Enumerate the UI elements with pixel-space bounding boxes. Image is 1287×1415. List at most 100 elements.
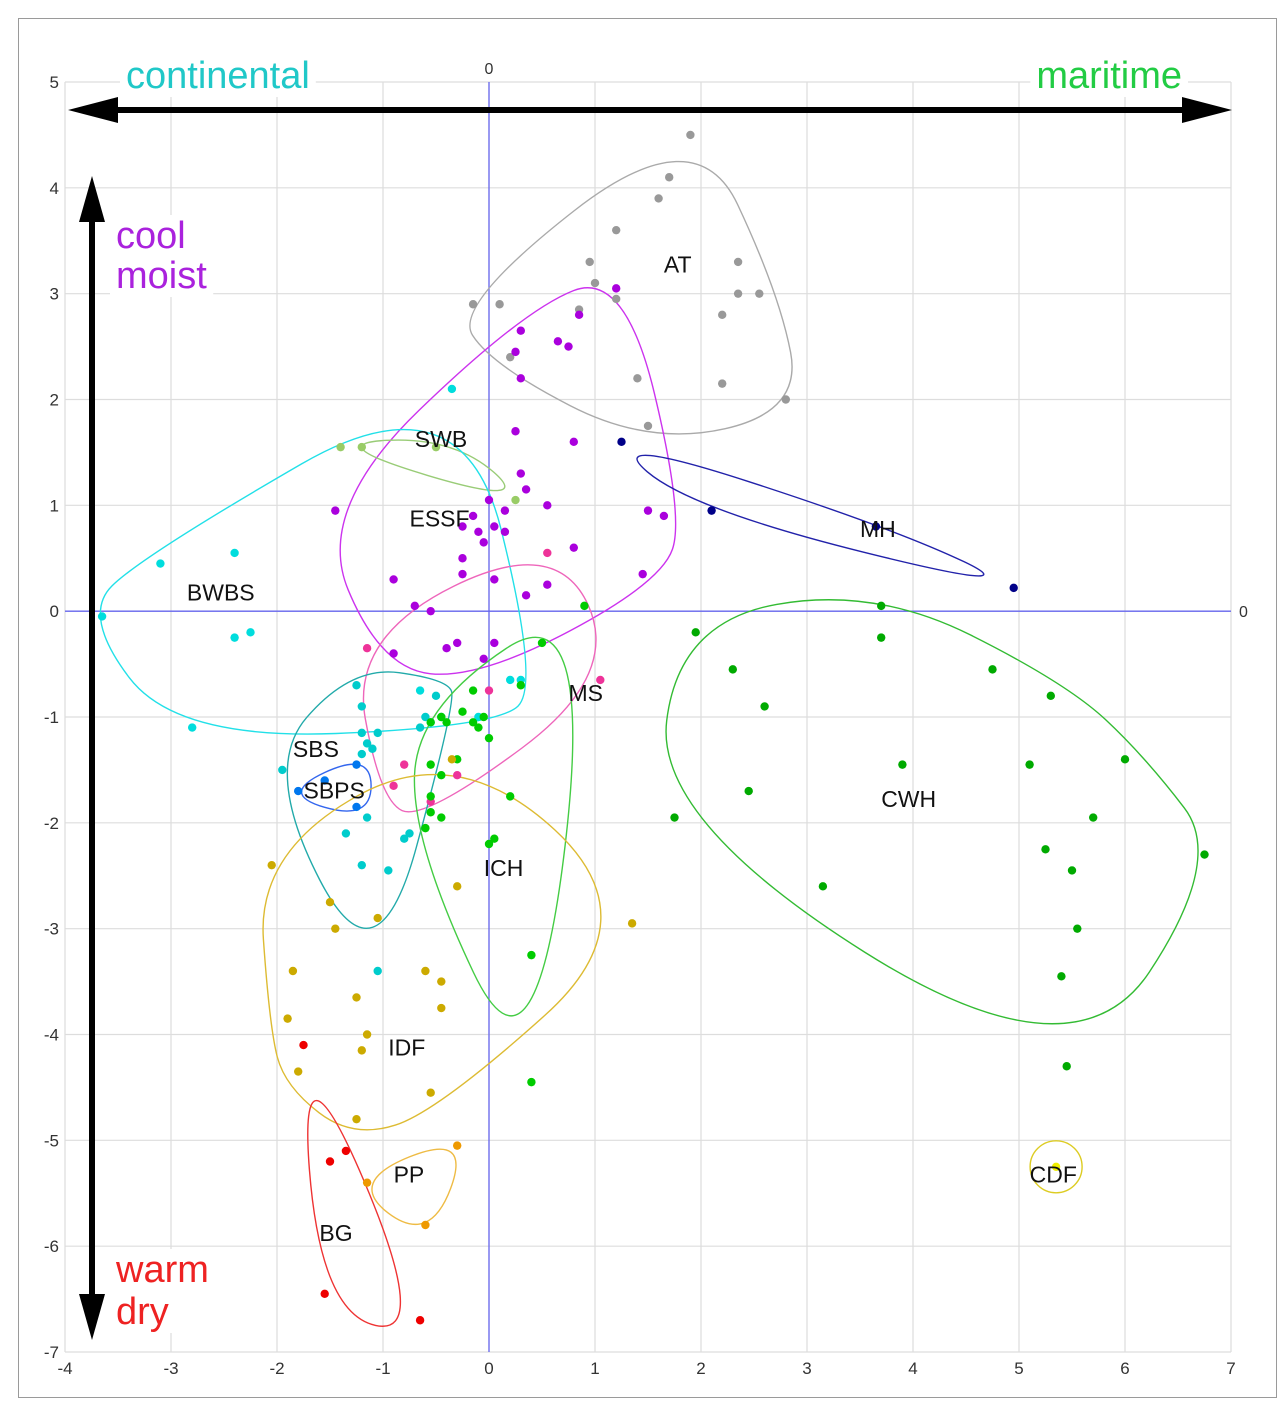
point-idf bbox=[447, 755, 457, 764]
dry-label-bg bbox=[110, 1291, 175, 1333]
x-tick-label: 7 bbox=[1226, 1359, 1235, 1378]
y-tick-label: 1 bbox=[50, 496, 59, 515]
zone-label-pp: PP bbox=[394, 1162, 425, 1188]
point-at bbox=[654, 194, 663, 203]
point-sbps bbox=[352, 802, 361, 812]
y-tick-label: -4 bbox=[44, 1026, 59, 1045]
zone-outline-bg bbox=[307, 1100, 402, 1327]
point-bwbs bbox=[97, 612, 107, 621]
y-tick-label: 4 bbox=[50, 179, 59, 198]
point-cwh bbox=[1057, 972, 1066, 981]
point-idf bbox=[294, 1067, 303, 1076]
point-idf bbox=[421, 966, 430, 976]
y-tick-label: -6 bbox=[44, 1237, 59, 1256]
right-zero-label: 0 bbox=[1239, 604, 1248, 621]
point-ich bbox=[426, 760, 435, 769]
point-essf bbox=[458, 569, 467, 579]
point-cwh bbox=[1089, 813, 1098, 822]
point-ms bbox=[400, 760, 409, 769]
point-at bbox=[506, 352, 515, 362]
zone-label-cwh: CWH bbox=[881, 786, 936, 812]
point-essf bbox=[569, 437, 578, 447]
maritime-label: maritime bbox=[1036, 55, 1182, 97]
point-cwh bbox=[744, 786, 753, 796]
point-bwbs bbox=[230, 633, 239, 642]
arrow-head-left bbox=[68, 97, 118, 123]
point-ms bbox=[543, 548, 552, 558]
point-essf bbox=[511, 427, 520, 436]
point-cwh bbox=[898, 760, 907, 769]
x-tick-label: -4 bbox=[57, 1359, 72, 1378]
point-bwbs bbox=[246, 628, 255, 637]
point-ich bbox=[580, 601, 589, 611]
point-idf bbox=[331, 924, 340, 933]
zone-hulls bbox=[99, 160, 1199, 1327]
point-ich bbox=[468, 718, 478, 727]
point-essf bbox=[516, 469, 525, 478]
point-essf bbox=[442, 644, 451, 653]
point-idf bbox=[283, 1014, 292, 1023]
point-ich bbox=[537, 638, 547, 648]
zone-outline-ich bbox=[413, 636, 574, 1017]
x-tick-label: 3 bbox=[802, 1359, 811, 1378]
point-sbs bbox=[341, 829, 351, 838]
point-essf bbox=[426, 606, 435, 616]
point-ich bbox=[516, 681, 525, 690]
point-idf bbox=[362, 1030, 372, 1039]
point-cwh bbox=[1046, 691, 1056, 701]
point-ich bbox=[527, 1077, 536, 1087]
point-ich bbox=[437, 771, 446, 780]
point-sbs bbox=[368, 744, 377, 753]
point-ich bbox=[468, 686, 478, 695]
tick-labels: -4 -3 -2 -1 0 1 2 3 4 5 6 7 -7 -6 -5 -4 -3 -2 -1 0 1 2 3 4 5 0 0 bbox=[44, 61, 1248, 1378]
point-essf bbox=[479, 538, 488, 547]
point-cwh bbox=[760, 702, 769, 711]
point-ich bbox=[426, 792, 435, 801]
point-bg bbox=[415, 1316, 425, 1325]
point-idf bbox=[426, 1088, 435, 1097]
point-essf bbox=[479, 654, 488, 663]
x-tick-label: 1 bbox=[590, 1359, 599, 1378]
point-essf bbox=[574, 310, 584, 320]
point-ich bbox=[474, 723, 483, 732]
point-ich bbox=[437, 813, 446, 822]
point-cwh bbox=[1062, 1062, 1071, 1071]
zone-label-mh: MH bbox=[860, 516, 896, 542]
x-tick-label: 6 bbox=[1120, 1359, 1129, 1378]
point-essf bbox=[638, 569, 647, 579]
point-bg bbox=[325, 1157, 335, 1166]
point-at bbox=[733, 257, 743, 267]
point-essf bbox=[410, 601, 419, 611]
point-ms bbox=[484, 686, 494, 695]
point-at bbox=[495, 300, 504, 309]
point-cwh bbox=[877, 601, 886, 611]
cool-label: cool bbox=[116, 215, 186, 257]
point-ms bbox=[453, 771, 462, 780]
point-ms bbox=[596, 675, 605, 685]
point-essf bbox=[543, 501, 552, 510]
zone-label-sbs: SBS bbox=[293, 736, 339, 762]
zone-outline-swb bbox=[361, 439, 506, 492]
point-bwbs bbox=[415, 686, 425, 695]
point-idf bbox=[357, 1046, 366, 1055]
data-points bbox=[97, 130, 1209, 1325]
point-ich bbox=[437, 712, 446, 722]
point-at bbox=[643, 421, 653, 431]
point-cwh bbox=[691, 628, 700, 637]
point-at bbox=[633, 374, 642, 383]
point-bg bbox=[320, 1289, 329, 1298]
zone-label-sbps: SBPS bbox=[304, 777, 365, 803]
axes bbox=[65, 82, 1231, 1352]
point-essf bbox=[564, 342, 573, 351]
point-at bbox=[686, 130, 695, 140]
zone-label-bg: BG bbox=[319, 1220, 352, 1246]
point-sbps bbox=[294, 786, 303, 796]
point-essf bbox=[389, 575, 398, 584]
y-tick-label: 0 bbox=[50, 602, 59, 621]
point-ich bbox=[506, 792, 515, 801]
point-at bbox=[718, 379, 727, 388]
point-sbs bbox=[352, 681, 361, 690]
zone-outline-sbs bbox=[286, 671, 453, 929]
maritime-label-bg bbox=[1030, 55, 1188, 97]
